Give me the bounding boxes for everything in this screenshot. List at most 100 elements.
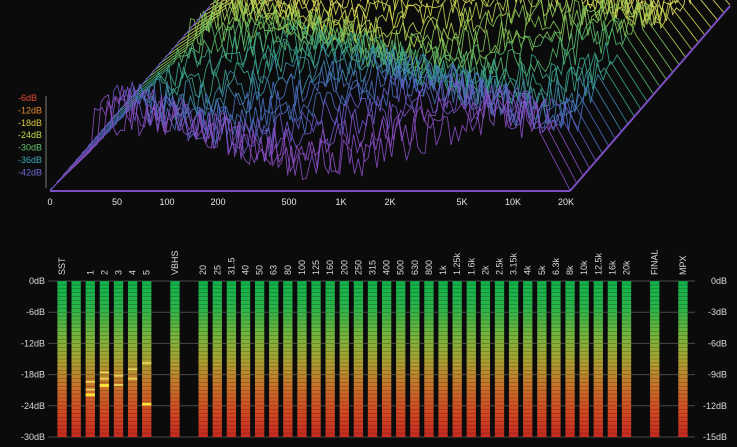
frequency-tick-label: 2K <box>384 197 395 207</box>
meter-channel-label: 1 <box>85 270 95 275</box>
meter-bar <box>480 281 491 437</box>
left-scale-label: 0dB <box>29 276 45 286</box>
meter-bar <box>212 281 222 437</box>
right-scale-label: -3dB <box>708 307 727 317</box>
frequency-tick-label: 1K <box>335 197 346 207</box>
waterfall-trace <box>132 19 654 95</box>
meter-bar <box>85 281 95 437</box>
meter-channel-label: 16k <box>607 260 617 275</box>
frequency-tick-label: 10K <box>505 197 521 207</box>
waterfall-db-scale: -6dB -12dB -18dB -24dB -30dB -36dB -42dB <box>18 93 47 188</box>
meter-channel-label: 4k <box>523 265 533 275</box>
meter-bar <box>57 281 67 437</box>
meter-channel-label: 200 <box>339 260 349 275</box>
waterfall-frequency-axis: 0 50 100 200 500 1K 2K 5K 10K 20K <box>47 197 574 207</box>
frequency-tick-label: 500 <box>281 197 296 207</box>
meter-channel-label: 3.15k <box>509 252 519 275</box>
meter-bar <box>523 281 533 437</box>
meter-channel-label: 50 <box>255 265 265 275</box>
meter-bar <box>607 281 618 437</box>
meter-channel-label: 25 <box>212 265 222 275</box>
meter-channel-label: 5k <box>537 265 547 275</box>
meter-level-tick <box>99 371 110 374</box>
meter-bar <box>537 281 547 437</box>
meter-channel-label: 1k <box>438 265 448 275</box>
meter-bar <box>170 281 180 437</box>
left-scale-label: -12dB <box>21 338 45 348</box>
meter-channel-label: FINAL <box>650 249 660 275</box>
meter-level-tick <box>113 374 124 377</box>
meter-bar <box>71 281 81 437</box>
meter-bar <box>424 281 434 437</box>
waterfall-trace <box>62 80 584 176</box>
meter-bar <box>127 281 138 437</box>
waterfall-left-edge <box>49 5 211 192</box>
db-scale-label: -12dB <box>18 105 42 115</box>
meter-channel-label: 400 <box>382 260 392 275</box>
meter-level-tick <box>142 362 152 365</box>
waterfall-trace <box>184 0 705 35</box>
meter-channel-label: 250 <box>353 260 363 275</box>
meter-bar <box>367 281 378 437</box>
left-scale-label: -18dB <box>21 370 45 380</box>
meter-bar <box>579 281 589 437</box>
meter-bar <box>113 281 124 437</box>
right-scale-label: -9dB <box>708 370 727 380</box>
db-scale-label: -30dB <box>18 143 42 153</box>
meter-bar <box>254 281 265 437</box>
meter-channel-label: 125 <box>311 260 321 275</box>
meter-channel-label: 1.6k <box>466 257 476 275</box>
waterfall-trace <box>107 42 628 124</box>
frequency-tick-label: 5K <box>456 197 467 207</box>
meter-bar <box>226 281 237 437</box>
waterfall-spectrum-display: -6dB -12dB -18dB -24dB -30dB -36dB -42dB 0 50 10… <box>18 0 731 207</box>
meter-left-db-scale: 0dB -6dB -12dB -18dB -24dB -30dB <box>21 276 45 442</box>
meter-channel-label: 2.5k <box>495 257 505 275</box>
frequency-tick-label: 20K <box>558 197 574 207</box>
meter-channel-label: 40 <box>241 265 251 275</box>
meter-bar <box>508 281 519 437</box>
waterfall-trace <box>203 0 724 13</box>
meter-channel-label: 20k <box>622 260 632 275</box>
meter-bar <box>551 281 561 437</box>
meter-level-tick <box>113 383 124 386</box>
meter-channel-label: 2 <box>99 270 109 275</box>
meter-channel-label: 20 <box>198 265 208 275</box>
meter-bar <box>311 281 321 437</box>
db-scale-label: -36dB <box>18 155 42 165</box>
meter-bar <box>381 281 392 437</box>
meter-channel-label: 63 <box>269 265 279 275</box>
frequency-tick-label: 50 <box>112 197 122 207</box>
db-scale-label: -18dB <box>18 118 42 128</box>
meter-channel-label: 500 <box>396 260 406 275</box>
meter-bar <box>269 281 279 437</box>
meter-bar <box>353 281 364 437</box>
meter-channel-label: 8k <box>565 265 575 275</box>
bar-meter-panel: SST 1 2 3 4 5 VBHS 20 25 31.5 40 50 63 80 100 125 160 200… <box>21 249 727 442</box>
waterfall-traces <box>49 0 731 192</box>
meter-channel-label: 315 <box>368 260 378 275</box>
meter-bar <box>325 281 335 437</box>
meter-channel-label: 6.3k <box>551 257 561 275</box>
right-scale-label: -15dB <box>703 432 727 442</box>
meter-peak-hold <box>142 402 152 406</box>
db-scale-label: -6dB <box>18 93 37 103</box>
right-scale-label: -6dB <box>708 338 727 348</box>
meter-channel-label: 4 <box>128 270 138 275</box>
meter-channel-label: 800 <box>424 260 434 275</box>
meter-channel-label: 10k <box>579 260 589 275</box>
meter-bar <box>396 281 406 437</box>
meter-bar <box>452 281 462 437</box>
waterfall-trace <box>196 0 718 21</box>
right-scale-label: 0dB <box>711 276 727 286</box>
meter-bar <box>650 281 660 437</box>
meter-level-tick <box>127 368 138 371</box>
meter-bar <box>438 281 448 437</box>
meter-level-tick <box>85 380 95 383</box>
meter-bar <box>494 281 505 437</box>
meter-channel-labels: SST 1 2 3 4 5 VBHS 20 25 31.5 40 50 63 80 100 125 160 200… <box>57 249 688 275</box>
waterfall-trace <box>190 0 712 28</box>
meter-bar <box>240 281 251 437</box>
meter-channel-label: 12.5k <box>593 252 603 275</box>
